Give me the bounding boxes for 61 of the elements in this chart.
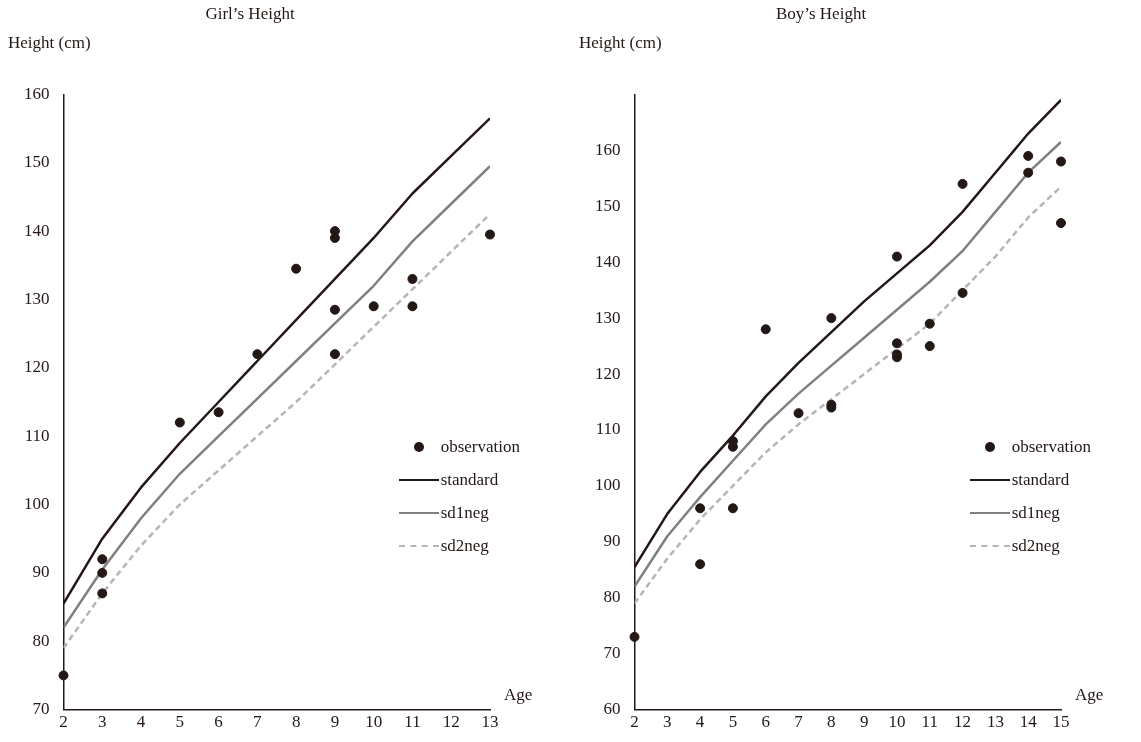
x-tick-label: 7: [794, 712, 804, 732]
x-tick-label: 13: [481, 712, 499, 732]
chart-title: Boy’s Height: [775, 3, 867, 23]
legend-label: observation: [1011, 436, 1091, 457]
y-tick-label: 70: [32, 699, 50, 719]
y-tick-label: 120: [24, 357, 50, 377]
y-tick-label: 120: [595, 363, 621, 383]
x-tick-label: 10: [365, 712, 383, 732]
x-tick-label: 9: [859, 712, 869, 732]
x-tick-label: 2: [59, 712, 68, 732]
legend-label: sd1neg: [440, 502, 489, 523]
y-axis-title: Height (cm): [8, 32, 91, 52]
x-tick-label: 10: [888, 712, 906, 732]
x-tick-label: 12: [954, 712, 972, 732]
x-tick-label: 5: [728, 712, 738, 732]
x-axis-title: Age: [504, 685, 533, 705]
y-tick-label: 80: [32, 630, 50, 650]
chart-title: Girl’s Height: [205, 3, 295, 23]
legend-label: sd2neg: [440, 535, 489, 556]
x-tick-label: 6: [761, 712, 770, 732]
x-tick-label: 8: [827, 712, 836, 732]
y-tick-label: 100: [595, 475, 621, 495]
legend-label: observation: [440, 436, 520, 457]
legend-label: sd1neg: [1011, 502, 1060, 523]
x-tick-label: 11: [921, 712, 938, 732]
x-tick-label: 5: [175, 712, 185, 732]
x-tick-label: 2: [630, 712, 639, 732]
y-tick-label: 110: [595, 419, 621, 439]
y-tick-label: 140: [24, 220, 50, 240]
legend-label: sd2neg: [1011, 535, 1060, 556]
y-tick-label: 160: [595, 139, 621, 159]
x-tick-label: 13: [986, 712, 1004, 732]
y-axis-title: Height (cm): [579, 32, 662, 52]
y-tick-label: 130: [595, 307, 621, 327]
legend-label: standard: [440, 469, 499, 490]
y-tick-label: 130: [24, 288, 50, 308]
x-tick-label: 8: [291, 712, 301, 732]
x-tick-label: 9: [330, 712, 340, 732]
x-tick-label: 3: [98, 712, 107, 732]
x-axis-title: Age: [1075, 685, 1104, 705]
y-tick-label: 150: [595, 195, 621, 215]
x-tick-label: 11: [404, 712, 421, 732]
y-tick-label: 150: [24, 152, 50, 172]
y-tick-label: 90: [32, 562, 50, 582]
y-tick-label: 60: [603, 699, 621, 719]
y-tick-label: 160: [24, 83, 50, 103]
x-tick-label: 6: [214, 712, 223, 732]
y-tick-label: 90: [603, 531, 621, 551]
x-tick-label: 15: [1052, 712, 1070, 732]
x-tick-label: 3: [663, 712, 672, 732]
x-tick-label: 12: [442, 712, 460, 732]
y-tick-label: 100: [24, 494, 50, 513]
y-tick-label: 110: [24, 425, 50, 445]
y-tick-label: 70: [603, 643, 621, 663]
x-tick-label: 7: [253, 712, 263, 732]
x-tick-label: 4: [136, 712, 146, 732]
y-tick-label: 80: [603, 587, 621, 607]
legend-label: standard: [1011, 469, 1070, 490]
x-tick-label: 14: [1019, 712, 1038, 732]
x-tick-label: 4: [695, 712, 705, 732]
y-tick-label: 140: [595, 251, 621, 271]
